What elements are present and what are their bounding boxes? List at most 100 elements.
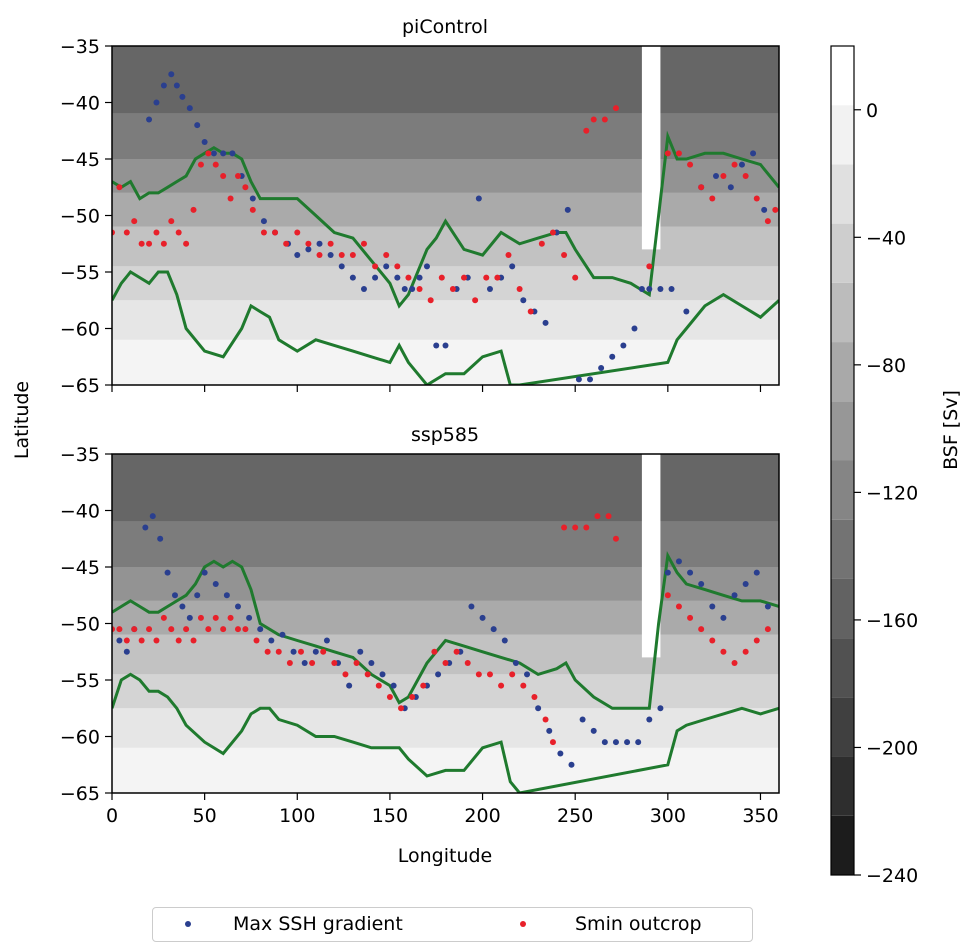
ytick-label: −60 <box>60 319 100 341</box>
smin-outcrop-point <box>527 308 534 315</box>
smin-outcrop-point <box>605 513 612 520</box>
smin-outcrop-point <box>197 161 204 168</box>
colorbar-tick-label: −120 <box>866 482 918 504</box>
smin-outcrop-point <box>372 263 379 270</box>
max-ssh-gradient-point <box>568 761 575 768</box>
smin-outcrop-point <box>205 150 212 157</box>
smin-outcrop-point <box>146 240 153 247</box>
max-ssh-gradient-point <box>638 285 645 292</box>
max-ssh-gradient-point <box>210 150 217 157</box>
colorbar-band <box>831 105 854 165</box>
max-ssh-gradient-point <box>368 660 375 667</box>
contour-band <box>112 708 779 748</box>
contour-band <box>112 454 779 522</box>
ytick-label: −45 <box>60 149 100 171</box>
max-ssh-gradient-point <box>246 614 253 621</box>
smin-outcrop-point <box>720 172 727 179</box>
smin-outcrop-point <box>212 161 219 168</box>
smin-outcrop-point <box>720 648 727 655</box>
colorbar-band <box>831 638 854 698</box>
smin-outcrop-point <box>494 274 501 281</box>
smin-outcrop-point <box>753 637 760 644</box>
smin-outcrop-point <box>138 240 145 247</box>
panel-title-ssp585: ssp585 <box>411 424 479 446</box>
smin-outcrop-point <box>123 229 130 236</box>
smin-outcrop-point <box>398 705 405 712</box>
max-ssh-gradient-point <box>360 285 367 292</box>
smin-outcrop-point <box>561 252 568 259</box>
colorbar-band <box>831 697 854 757</box>
ytick-label: −35 <box>60 444 100 466</box>
max-ssh-gradient-point <box>234 603 241 610</box>
smin-outcrop-point <box>220 172 227 179</box>
ytick-label: −65 <box>60 783 100 805</box>
smin-outcrop-point <box>294 229 301 236</box>
max-ssh-gradient-point <box>301 660 308 667</box>
max-ssh-gradient-point <box>509 263 516 270</box>
max-ssh-gradient-point <box>475 195 482 202</box>
max-ssh-gradient-point <box>668 285 675 292</box>
max-ssh-gradient-point <box>535 705 542 712</box>
smin-outcrop-point <box>138 637 145 644</box>
colorbar-tick-label: −240 <box>866 865 918 887</box>
max-ssh-gradient-point <box>635 739 642 746</box>
max-ssh-gradient-point <box>657 285 664 292</box>
smin-outcrop-point <box>483 274 490 281</box>
max-ssh-gradient-point <box>394 274 401 281</box>
marks-picontrol <box>112 71 779 385</box>
legend-label-max-ssh-gradient: Max SSH gradient <box>233 913 403 935</box>
max-ssh-gradient-point <box>305 246 312 253</box>
smin-outcrop-point <box>375 682 382 689</box>
legend-label-smin-outcrop: Smin outcrop <box>575 913 702 935</box>
smin-outcrop-point <box>175 637 182 644</box>
front-contour-line <box>112 270 779 385</box>
smin-outcrop-point <box>234 172 241 179</box>
max-ssh-gradient-point <box>316 240 323 247</box>
max-ssh-gradient-point <box>268 637 275 644</box>
smin-outcrop-point <box>175 229 182 236</box>
max-ssh-gradient-point <box>423 263 430 270</box>
max-ssh-gradient-point <box>598 365 605 372</box>
colorbar: 0 −40 −80 −120 −160 −200 −240 BSF [Sv] <box>830 45 962 887</box>
max-ssh-gradient-point <box>490 626 497 633</box>
panel-ssp585: ssp585 −35 −40 −45 −50 −55 −60 −65 0 50 100 150 20… <box>60 424 780 827</box>
smin-outcrop-point <box>453 648 460 655</box>
smin-outcrop-point <box>360 240 367 247</box>
max-ssh-gradient-point <box>249 195 256 202</box>
max-ssh-gradient-point <box>279 631 286 638</box>
max-ssh-gradient-point <box>220 150 227 157</box>
smin-outcrop-point <box>509 671 516 678</box>
smin-outcrop-point <box>227 195 234 202</box>
max-ssh-gradient-point <box>171 592 178 599</box>
smin-outcrop-point <box>612 535 619 542</box>
smin-outcrop-point <box>272 229 279 236</box>
smin-outcrop-point <box>664 592 671 599</box>
max-ssh-gradient-point <box>390 682 397 689</box>
max-ssh-gradient-point <box>742 580 749 587</box>
front-contour-line <box>112 550 779 710</box>
smin-outcrop-point <box>498 682 505 689</box>
smin-outcrop-point <box>687 161 694 168</box>
max-ssh-gradient-point <box>168 71 175 78</box>
max-ssh-gradient-point <box>687 569 694 576</box>
xtick-label: 300 <box>650 805 686 827</box>
smin-outcrop-point <box>764 218 771 225</box>
xtick-label: 200 <box>464 805 500 827</box>
max-ssh-gradient-point <box>557 750 564 757</box>
max-ssh-gradient-point <box>433 342 440 349</box>
max-ssh-gradient-point <box>587 376 594 383</box>
smin-outcrop-point <box>590 116 597 123</box>
smin-outcrop-point <box>742 172 749 179</box>
max-ssh-gradient-point <box>609 353 616 360</box>
max-ssh-gradient-point <box>435 671 442 678</box>
smin-outcrop-point <box>386 693 393 700</box>
colorbar-band <box>831 164 854 224</box>
legend-marker-smin-outcrop <box>520 921 526 927</box>
ytick-label: −65 <box>60 375 100 397</box>
max-ssh-gradient-point <box>468 603 475 610</box>
smin-outcrop-point <box>190 206 197 213</box>
colorbar-ticks: 0 −40 −80 −120 −160 −200 −240 <box>854 100 918 887</box>
max-ssh-gradient-point <box>753 569 760 576</box>
smin-outcrop-point <box>520 682 527 689</box>
max-ssh-gradient-point <box>357 648 364 655</box>
